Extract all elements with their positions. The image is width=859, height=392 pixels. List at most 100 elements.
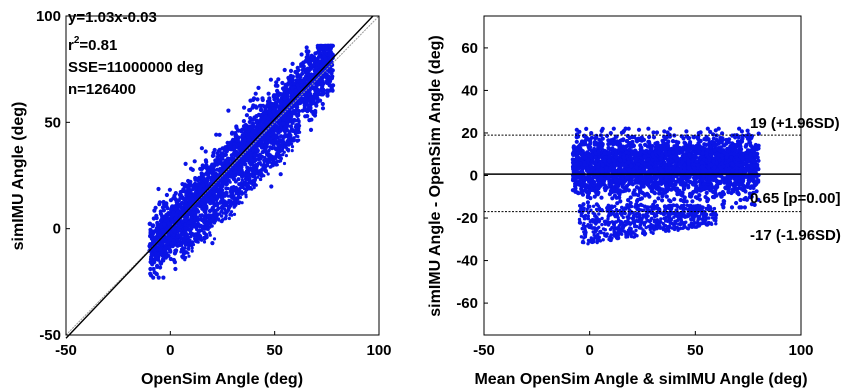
- left-data-point: [255, 97, 260, 102]
- left-data-point: [215, 195, 220, 200]
- left-data-point: [206, 173, 211, 178]
- left-data-point: [314, 84, 319, 89]
- left-data-point: [165, 217, 170, 222]
- left-data-point: [289, 78, 294, 83]
- left-data-point: [224, 149, 229, 154]
- left-data-point: [285, 141, 289, 145]
- left-data-point: [236, 196, 240, 200]
- left-data-point: [244, 190, 248, 194]
- left-data-point: [216, 159, 221, 165]
- left-data-point: [171, 212, 176, 218]
- left-data-point: [224, 200, 228, 204]
- left-data-point: [157, 202, 162, 207]
- left-data-point: [226, 108, 231, 113]
- left-data-point: [321, 87, 326, 92]
- left-data-point: [147, 221, 153, 226]
- left-data-point: [274, 128, 279, 133]
- left-data-point: [246, 173, 250, 177]
- left-data-point: [193, 190, 198, 195]
- left-data-point: [187, 254, 191, 258]
- left-data-point: [284, 154, 288, 158]
- left-data-point: [295, 138, 299, 142]
- left-data-point: [171, 257, 176, 263]
- left-data-point: [158, 222, 164, 227]
- left-data-point: [278, 99, 283, 104]
- right-data-point: [610, 196, 615, 201]
- left-data-point: [295, 72, 300, 77]
- left-data-point: [231, 185, 235, 189]
- left-data-point: [204, 233, 208, 237]
- left-data-point: [245, 183, 249, 187]
- right-data-point: [618, 199, 623, 204]
- left-data-point: [177, 239, 182, 244]
- left-data-point: [230, 210, 234, 214]
- left-data-point: [296, 68, 301, 73]
- left-data-point: [182, 249, 186, 253]
- left-data-point: [223, 193, 228, 197]
- left-data-point: [286, 129, 290, 133]
- left-data-point: [230, 130, 235, 135]
- left-data-point: [240, 201, 244, 205]
- left-data-point: [254, 166, 258, 170]
- left-data-point: [261, 168, 265, 172]
- left-data-point: [267, 98, 272, 103]
- left-data-point: [155, 232, 161, 237]
- left-data-point: [178, 189, 183, 195]
- left-data-point: [148, 271, 153, 276]
- left-data-point: [210, 162, 215, 167]
- left-data-point: [186, 178, 191, 184]
- left-data-point: [161, 275, 166, 280]
- left-data-point: [212, 147, 217, 153]
- left-data-point: [240, 162, 245, 167]
- r-squared: r2=0.81: [68, 35, 117, 54]
- left-data-point: [156, 186, 161, 192]
- left-data-point: [214, 132, 219, 137]
- left-data-point: [327, 75, 332, 80]
- left-data-point: [244, 113, 249, 118]
- left-data-point: [199, 213, 205, 218]
- left-data-point: [270, 131, 275, 136]
- left-data-point: [203, 149, 208, 154]
- left-data-point: [320, 106, 326, 111]
- left-data-point: [327, 83, 332, 88]
- left-data-point: [170, 241, 175, 246]
- left-data-point: [278, 145, 282, 149]
- left-data-point: [158, 247, 163, 252]
- right-data-point: [734, 200, 739, 206]
- left-data-point: [260, 96, 265, 101]
- left-data-point: [313, 69, 318, 74]
- left-data-point: [204, 213, 208, 217]
- left-data-point: [266, 172, 270, 176]
- right-data-point: [705, 126, 710, 131]
- left-data-point: [165, 206, 170, 211]
- left-data-point: [274, 163, 278, 167]
- left-data-point: [290, 128, 294, 132]
- right-data-point: [666, 139, 671, 144]
- left-data-point: [184, 196, 189, 201]
- left-data-point: [201, 203, 206, 208]
- left-data-point: [275, 160, 279, 164]
- left-data-point: [156, 275, 161, 280]
- n-label: n=126400: [68, 81, 136, 98]
- left-data-point: [274, 80, 279, 85]
- right-data-point: [742, 197, 747, 202]
- left-data-point: [155, 256, 160, 261]
- left-data-point: [151, 239, 156, 244]
- right-data-point: [638, 143, 643, 148]
- left-data-point: [158, 265, 163, 270]
- left-data-point: [175, 233, 181, 239]
- left-data-point: [207, 192, 212, 197]
- left-data-point: [266, 91, 271, 96]
- left-data-point: [189, 231, 193, 235]
- left-data-point: [252, 152, 258, 157]
- left-data-point: [206, 166, 211, 171]
- left-data-point: [281, 121, 286, 126]
- right-scatter-points: [570, 126, 761, 246]
- left-data-point: [216, 148, 222, 153]
- left-data-point: [314, 103, 319, 108]
- left-y-tick-label: 50: [44, 114, 61, 131]
- left-data-point: [233, 173, 238, 178]
- left-data-point: [192, 159, 197, 164]
